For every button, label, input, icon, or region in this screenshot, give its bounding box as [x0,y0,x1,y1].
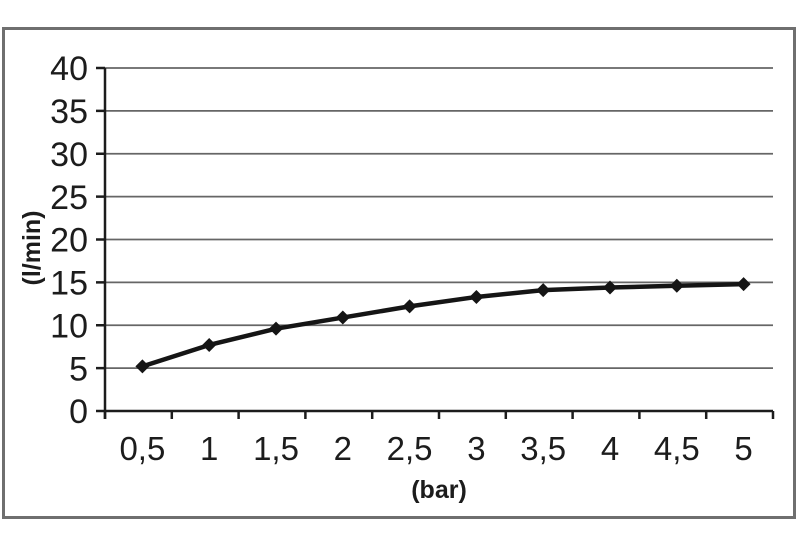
x-tick-label: 4 [601,430,619,467]
y-tick-label: 15 [50,265,88,303]
y-tick-label: 10 [50,307,88,345]
data-point-marker [202,337,217,352]
x-tick-label: 4,5 [654,430,700,467]
plot-area: 0 5 10 15 20 25 30 35 40 0,5 1 1,5 2 2,5 3 3,5 4 4,5 5 [50,50,775,467]
y-axis-title: (l/min) [18,211,46,286]
series-line-flow-rate-curve [141,281,744,369]
data-point-marker [603,280,617,295]
x-tick-label: 1 [200,430,218,467]
x-tick-label: 3 [467,430,485,467]
x-tick-label: 2,5 [387,430,433,467]
data-point-marker [669,278,684,293]
y-tick-label: 5 [69,350,88,388]
y-tick-label: 20 [50,222,88,260]
data-point-marker [469,289,484,304]
data-point-marker [736,277,751,292]
x-tick-label: 5 [734,430,752,467]
data-point-marker [536,283,551,298]
x-axis-title: (bar) [411,476,467,504]
data-point-marker [269,321,283,336]
x-tick-label: 3,5 [520,430,566,467]
y-tick-label: 30 [50,136,88,174]
data-point-marker [402,299,417,314]
data-point-marker [135,359,150,374]
y-tick-label: 40 [50,50,88,88]
x-tick-label: 0,5 [119,430,165,467]
y-tick-label: 25 [50,179,88,217]
y-tick-label: 0 [69,393,88,431]
x-tick-label: 1,5 [253,430,299,467]
data-point-marker [335,310,350,325]
x-tick-label: 2 [334,430,352,467]
y-tick-label: 35 [50,93,88,131]
